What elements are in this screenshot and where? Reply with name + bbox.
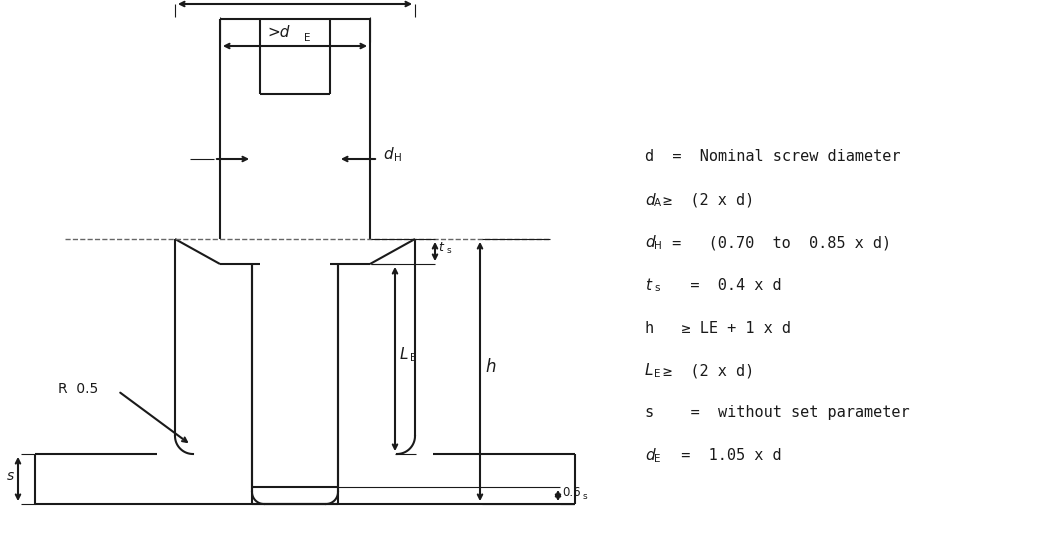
Text: L: L xyxy=(645,363,653,378)
Text: E: E xyxy=(304,33,311,43)
Text: $s$: $s$ xyxy=(6,469,15,483)
Text: >d: >d xyxy=(268,25,290,40)
Text: H: H xyxy=(394,153,402,163)
Text: H: H xyxy=(654,240,662,251)
Text: ≥  (2 x d): ≥ (2 x d) xyxy=(663,363,754,378)
Text: A: A xyxy=(654,198,662,209)
Text: $t$: $t$ xyxy=(438,241,445,254)
Text: =  1.05 x d: = 1.05 x d xyxy=(663,448,781,463)
Text: t: t xyxy=(645,278,651,293)
Text: R  0.5: R 0.5 xyxy=(58,382,99,396)
Text: $d$: $d$ xyxy=(383,146,395,162)
Text: s: s xyxy=(654,283,659,294)
Text: s: s xyxy=(447,246,452,255)
Text: =  0.4 x d: = 0.4 x d xyxy=(663,278,781,293)
Text: $h$: $h$ xyxy=(485,357,497,376)
Text: =   (0.70  to  0.85 x d): = (0.70 to 0.85 x d) xyxy=(663,235,891,250)
Text: A: A xyxy=(302,0,309,2)
Text: E: E xyxy=(410,353,417,363)
Text: 0.6: 0.6 xyxy=(562,486,581,499)
Text: E: E xyxy=(654,453,660,464)
Text: s    =  without set parameter: s = without set parameter xyxy=(645,405,909,421)
Text: d  =  Nominal screw diameter: d = Nominal screw diameter xyxy=(645,149,901,164)
Text: $L$: $L$ xyxy=(399,346,408,362)
Text: E: E xyxy=(654,368,660,379)
Text: d: d xyxy=(645,448,654,463)
Text: d: d xyxy=(645,235,654,250)
Text: d: d xyxy=(645,193,654,208)
Text: s: s xyxy=(583,492,588,501)
Text: ≥  (2 x d): ≥ (2 x d) xyxy=(663,193,754,208)
Text: h   ≥ LE + 1 x d: h ≥ LE + 1 x d xyxy=(645,321,791,336)
